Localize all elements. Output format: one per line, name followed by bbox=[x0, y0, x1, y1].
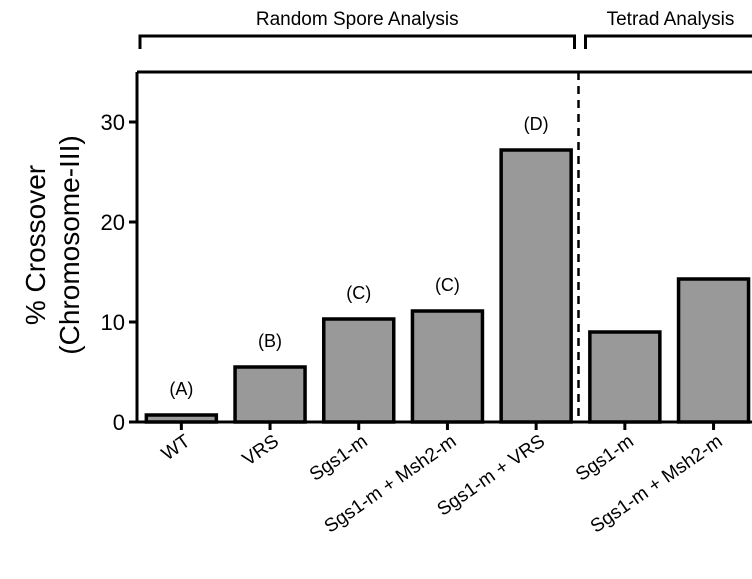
y-tick-label-3: 30 bbox=[101, 110, 125, 135]
y-tick-label-2: 20 bbox=[101, 210, 125, 235]
y-axis-title-line1: % Crossover bbox=[20, 165, 51, 325]
bar-2 bbox=[322, 317, 396, 424]
bar-5 bbox=[588, 330, 662, 424]
bar-3 bbox=[410, 309, 485, 424]
bar-1 bbox=[233, 365, 307, 424]
bar-label-3: (C) bbox=[435, 275, 460, 295]
x-tick-label-1: VRS bbox=[239, 431, 283, 471]
y-tick-label-0: 0 bbox=[113, 410, 125, 435]
y-axis-title-line2: (Chromosome-III) bbox=[54, 135, 85, 354]
group-label-1: Tetrad Analysis bbox=[607, 9, 735, 30]
axes bbox=[129, 70, 752, 430]
y-tick-label-1: 10 bbox=[101, 310, 125, 335]
bar-label-1: (B) bbox=[258, 331, 282, 351]
bar-label-2: (C) bbox=[346, 283, 371, 303]
bars bbox=[144, 148, 751, 424]
bar-6 bbox=[676, 277, 751, 424]
group-label-0: Random Spore Analysis bbox=[256, 9, 459, 30]
x-tick-label-5: Sgs1-m bbox=[572, 431, 638, 486]
bar-label-4: (D) bbox=[524, 114, 549, 134]
x-tick-label-2: Sgs1-m bbox=[306, 431, 372, 486]
bar-4 bbox=[499, 148, 573, 424]
x-tick-label-0: WT bbox=[158, 431, 195, 465]
y-axis-title: % Crossover (Chromosome-III) bbox=[20, 135, 85, 354]
bar-label-0: (A) bbox=[169, 379, 193, 399]
group-brackets: Random Spore Analysis Tetrad Analysis bbox=[138, 9, 752, 49]
